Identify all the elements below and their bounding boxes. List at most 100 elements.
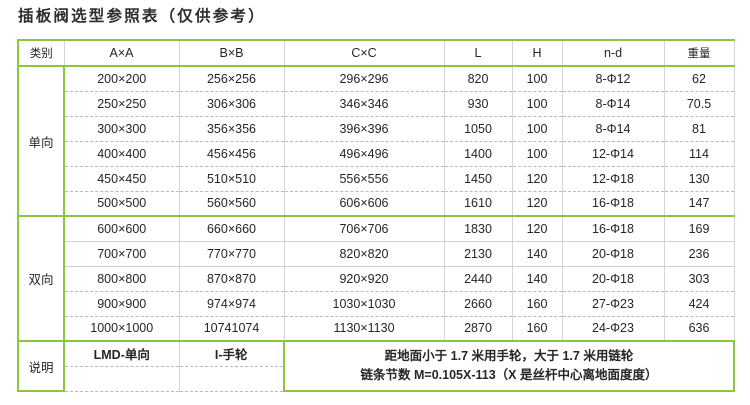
cell-w: 62 [664,65,735,92]
cell-h: 100 [512,141,563,167]
column-header-5: H [512,39,563,67]
column-header-4: L [444,39,513,67]
table-row: 250×250 306×306 346×346 930 100 8-Φ14 70.5 [18,91,735,117]
cell-cxc: 606×606 [284,191,445,217]
cell-axa: 600×600 [63,215,180,242]
cell-bxb: 356×356 [179,116,285,142]
table-row: 700×700 770×770 820×820 2130 140 20-Φ18 236 [18,241,735,267]
cell-bxb: 256×256 [179,65,285,92]
cell-nd: 16-Φ18 [562,215,665,242]
footer-code-axa-empty [63,366,180,392]
column-header-0: 类别 [17,39,65,67]
footer-code-bxb-empty [179,366,285,392]
cell-cxc: 496×496 [284,141,445,167]
cell-h: 120 [512,166,563,192]
cell-l: 1450 [444,166,513,192]
footer-row-blank [18,366,734,392]
cell-axa: 300×300 [63,116,180,142]
cell-bxb: 974×974 [179,291,285,317]
cell-cxc: 1030×1030 [284,291,445,317]
table-row: 900×900 974×974 1030×1030 2660 160 27-Φ23 424 [18,291,735,317]
cell-l: 2440 [444,266,513,292]
cell-h: 100 [512,116,563,142]
cell-axa: 450×450 [63,166,180,192]
table-row: 单向 200×200 256×256 296×296 820 100 8-Φ12 62 [17,65,735,216]
cell-bxb: 770×770 [179,241,285,267]
table-row: 300×300 356×356 396×396 1050 100 8-Φ14 81 [18,116,735,142]
cell-cxc: 556×556 [284,166,445,192]
cell-h: 100 [512,91,563,117]
cell-nd: 16-Φ18 [562,191,665,217]
cell-axa: 200×200 [63,65,180,92]
cell-nd: 20-Φ18 [562,241,665,267]
cell-bxb: 510×510 [179,166,285,192]
table-row: 450×450 510×510 556×556 1450 120 12-Φ18 130 [18,166,735,192]
table-row: 1000×1000 10741074 1130×1130 2870 160 24-Φ23 6… [18,316,735,342]
cell-axa: 900×900 [63,291,180,317]
cell-cxc: 396×396 [284,116,445,142]
cell-nd: 20-Φ18 [562,266,665,292]
cell-cxc: 820×820 [284,241,445,267]
cell-w: 81 [664,116,735,142]
cell-w: 636 [664,316,735,342]
cell-l: 930 [444,91,513,117]
cell-bxb: 456×456 [179,141,285,167]
column-header-3: C×C [284,39,445,67]
cell-w: 130 [664,166,735,192]
cell-w: 169 [664,215,735,242]
cell-l: 1610 [444,191,513,217]
cell-h: 120 [512,191,563,217]
cell-axa: 800×800 [63,266,180,292]
cell-nd: 8-Φ14 [562,116,665,142]
cell-l: 1400 [444,141,513,167]
column-header-1: A×A [64,39,180,67]
cell-axa: 500×500 [63,191,180,217]
cell-cxc: 296×296 [284,65,445,92]
footer-code-bxb: I-手轮 [179,340,285,367]
footer-label: 说明 [17,340,65,392]
cell-cxc: 706×706 [284,215,445,242]
cell-l: 2660 [444,291,513,317]
table-row: 800×800 870×870 920×920 2440 140 20-Φ18 303 [18,266,735,292]
column-header-7: 重量 [664,39,735,67]
column-header-2: B×B [179,39,285,67]
cell-h: 140 [512,241,563,267]
cell-w: 303 [664,266,735,292]
cell-h: 160 [512,291,563,317]
category-label-1: 双向 [17,215,65,341]
footer-notes: 距地面小于 1.7 米用手轮，大于 1.7 米用链轮链条节数 M=0.105X-… [283,340,735,392]
cell-l: 1050 [444,116,513,142]
cell-cxc: 920×920 [284,266,445,292]
cell-nd: 8-Φ14 [562,91,665,117]
cell-l: 1830 [444,215,513,242]
footer-note-line-2: 链条节数 M=0.105X-113（X 是丝杆中心离地面度度） [360,368,658,382]
cell-bxb: 306×306 [179,91,285,117]
category-label-0: 单向 [17,65,65,216]
cell-l: 2130 [444,241,513,267]
cell-bxb: 10741074 [179,316,285,342]
cell-nd: 8-Φ12 [562,65,665,92]
cell-w: 70.5 [664,91,735,117]
cell-nd: 27-Φ23 [562,291,665,317]
cell-bxb: 870×870 [179,266,285,292]
table-row: 双向 600×600 660×660 706×706 1830 120 16-Φ18 169 [17,215,735,341]
footer-row-codes: 说明 LMD-单向 I-手轮 距地面小于 1.7 米用手轮，大于 1.7 米用链轮 链条… [17,340,735,392]
footer-code-axa: LMD-单向 [64,340,180,367]
cell-bxb: 560×560 [179,191,285,217]
table-row: 400×400 456×456 496×496 1400 100 12-Φ14 114 [18,141,735,167]
cell-bxb: 660×660 [179,215,285,242]
cell-w: 147 [664,191,735,217]
cell-axa: 700×700 [63,241,180,267]
cell-axa: 250×250 [63,91,180,117]
cell-w: 236 [664,241,735,267]
cell-l: 2870 [444,316,513,342]
cell-nd: 12-Φ14 [562,141,665,167]
cell-w: 424 [664,291,735,317]
footer-note-line-1: 距地面小于 1.7 米用手轮，大于 1.7 米用链轮 [384,349,634,363]
cell-axa: 400×400 [63,141,180,167]
